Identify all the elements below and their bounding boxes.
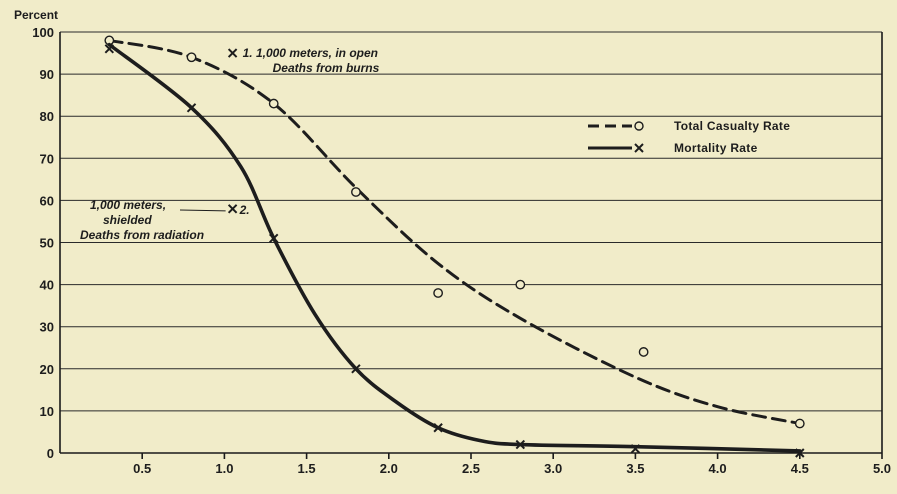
x-tick-label: 2.0 (380, 461, 398, 476)
legend-total-casualty-rate-label: Total Casualty Rate (674, 119, 790, 133)
y-tick-label: 60 (40, 193, 54, 208)
annotation-2-marker (227, 204, 238, 214)
x-tick-label: 5.0 (873, 461, 891, 476)
total-casualty-rate-point (268, 98, 279, 109)
mortality-rate-point (795, 448, 805, 458)
x-tick-label: 2.5 (462, 461, 480, 476)
x-tick-label: 4.0 (709, 461, 727, 476)
y-tick-label: 80 (40, 109, 54, 124)
mortality-rate-point (269, 233, 279, 243)
mortality-rate-point (351, 364, 361, 374)
mortality-rate-point (515, 439, 526, 450)
series (104, 35, 805, 458)
y-tick-label: 0 (47, 446, 54, 461)
legend: Total Casualty Rate Mortality Rate (588, 119, 790, 155)
legend-mortality-rate-label: Mortality Rate (674, 141, 758, 155)
mortality-rate-point (433, 423, 443, 433)
y-axis-label: Percent (14, 8, 58, 22)
y-tick-label: 100 (32, 25, 54, 40)
annotation-2-text: Deaths from radiation (80, 228, 204, 242)
total-casualty-rate-point (351, 187, 361, 197)
total-casualty-rate-point (515, 279, 526, 290)
x-tick-label: 4.5 (791, 461, 809, 476)
total-casualty-rate-point (433, 288, 444, 298)
mortality-rate-point (186, 103, 197, 113)
total-casualty-rate-point (186, 52, 197, 63)
annotation-2-number: 2. (239, 203, 250, 217)
annotation-2-text: 1,000 meters, (90, 198, 166, 212)
legend-total-casualty-rate-marker (634, 121, 644, 131)
annotation-1-marker (227, 48, 238, 58)
annotation-1-text: Deaths from burns (273, 61, 380, 75)
annotation-1-text: 1. 1,000 meters, in open (243, 46, 378, 60)
y-tick-label: 10 (40, 404, 54, 419)
y-tick-label: 40 (40, 278, 54, 293)
x-tick-label: 1.0 (215, 461, 233, 476)
mortality-rate-line (107, 42, 802, 453)
x-tick-label: 1.5 (298, 461, 316, 476)
mortality-rate-point (630, 444, 641, 454)
y-tick-label: 90 (40, 67, 54, 82)
x-tick-label: 3.0 (544, 461, 562, 476)
x-tick-label: 3.5 (626, 461, 644, 476)
total-casualty-rate-point (794, 418, 805, 429)
annotation-2-pointer (179, 209, 226, 212)
grid (60, 31, 882, 412)
total-casualty-rate-point (638, 347, 649, 357)
annotation-2-text: shielded (103, 213, 152, 227)
axes: 0 10 20 30 40 50 60 70 80 90 100 0.5 1.0 1.5 2.0 2.5 3.0… (32, 25, 891, 476)
legend-mortality-rate-marker (634, 143, 644, 153)
y-tick-label: 50 (40, 236, 54, 251)
total-casualty-rate-line (107, 38, 802, 426)
y-tick-label: 20 (40, 362, 54, 377)
y-tick-label: 30 (40, 320, 54, 335)
x-tick-label: 0.5 (133, 461, 151, 476)
y-tick-label: 70 (40, 151, 54, 166)
mortality-rate-point (104, 44, 115, 54)
